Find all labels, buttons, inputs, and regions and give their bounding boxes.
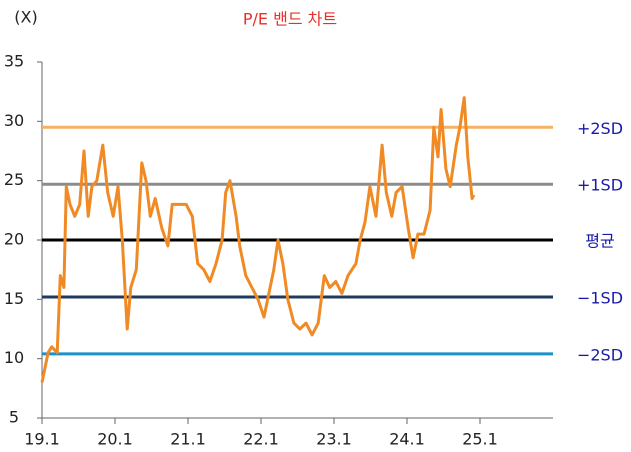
band-label: −1SD — [577, 288, 623, 307]
band-label: +2SD — [577, 119, 623, 138]
y-tick-label: 5 — [9, 408, 19, 427]
x-tick-label: 20.1 — [97, 430, 133, 449]
x-tick-label: 24.1 — [389, 430, 425, 449]
band-label: +1SD — [577, 176, 623, 195]
band-label: −2SD — [577, 345, 623, 364]
y-tick-label: 15 — [4, 289, 24, 308]
y-unit-label: (X) — [14, 8, 37, 27]
x-tick-label: 19.1 — [24, 430, 60, 449]
x-tick-label: 23.1 — [316, 430, 352, 449]
y-tick-label: 30 — [4, 111, 24, 130]
x-tick-label: 21.1 — [170, 430, 206, 449]
x-tick-label: 25.1 — [462, 430, 498, 449]
y-tick-label: 20 — [4, 230, 24, 249]
chart-title: P/E 밴드 차트 — [243, 10, 337, 29]
x-tick-label: 22.1 — [243, 430, 279, 449]
y-tick-label: 10 — [4, 348, 24, 367]
band-label: 평균 — [585, 232, 614, 251]
y-tick-label: 25 — [4, 170, 24, 189]
data-line — [40, 96, 476, 383]
y-tick-label: 35 — [4, 52, 24, 71]
